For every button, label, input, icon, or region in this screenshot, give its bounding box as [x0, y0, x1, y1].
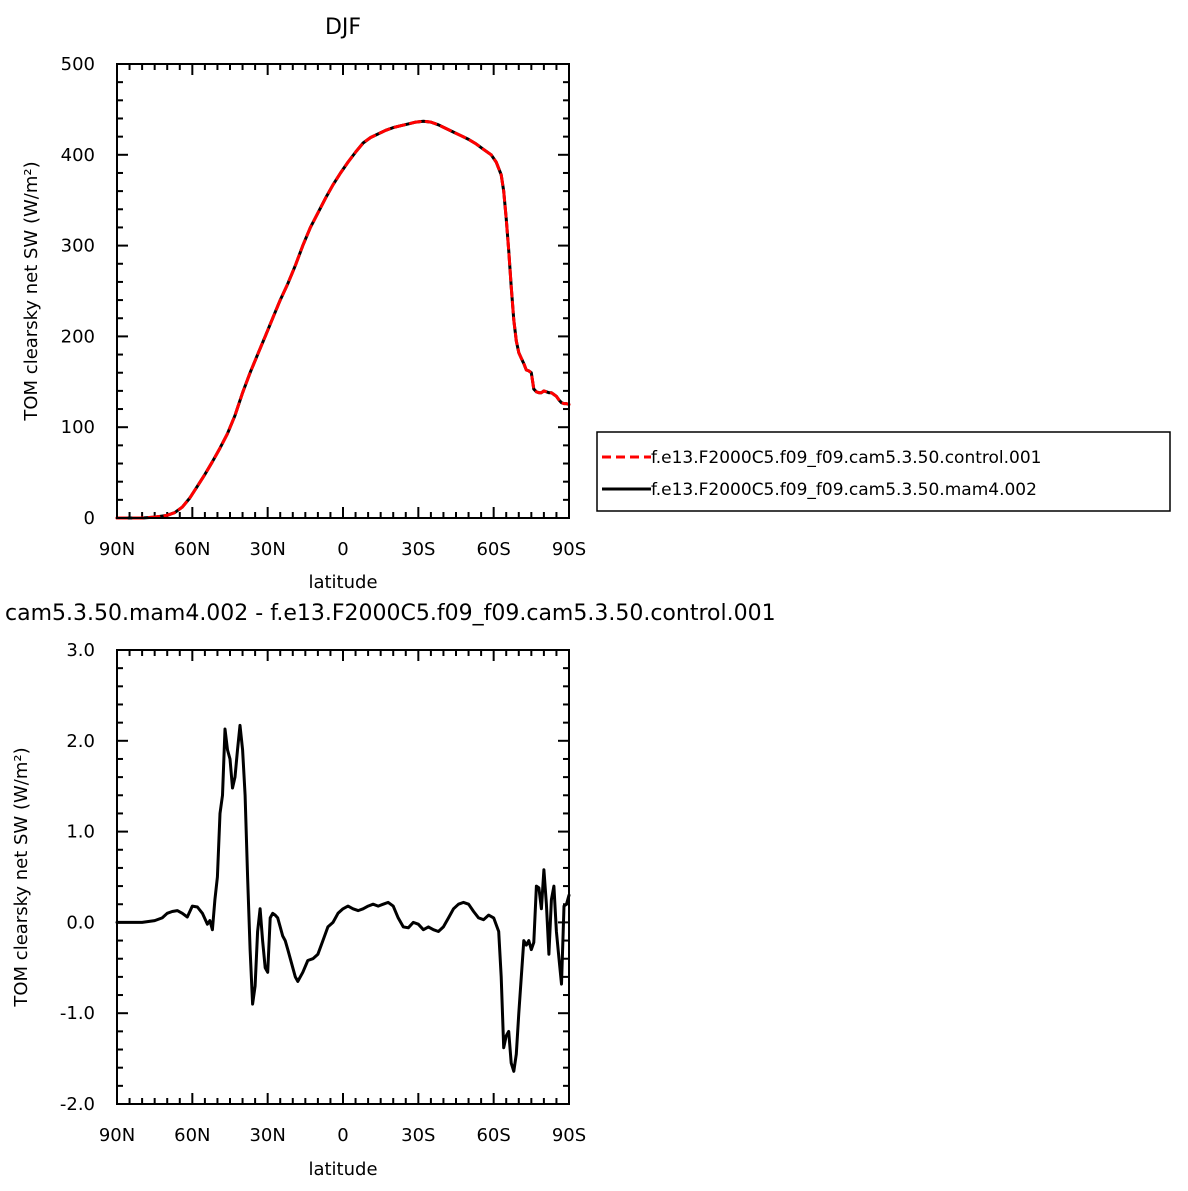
bottom-y-axis-label: TOM clearsky net SW (W/m²)	[11, 747, 32, 1007]
top-x-tick-label: 30S	[401, 539, 435, 560]
top-series	[115, 119, 571, 520]
bottom-x-tick-label: 30N	[249, 1125, 285, 1146]
bottom-series	[115, 723, 571, 1073]
bottom-y-tick-label: -2.0	[60, 1094, 95, 1115]
bottom-chart: cam5.3.50.mam4.002 - f.e13.F2000C5.f09_f…	[5, 601, 776, 1180]
top-y-tick-label: 0	[84, 508, 95, 529]
bottom-x-tick-label: 0	[337, 1125, 348, 1146]
top-y-tick-label: 300	[61, 236, 95, 257]
top-y-tick-label: 200	[61, 326, 95, 347]
bottom-y-tick-label: 1.0	[66, 822, 95, 843]
bottom-x-axis-label: latitude	[308, 1159, 377, 1180]
top-x-tick-label: 0	[337, 539, 348, 560]
bottom-x-tick-label: 60N	[174, 1125, 210, 1146]
top-x-axis-label: latitude	[308, 572, 377, 593]
bottom-x-tick-label: 60S	[476, 1125, 510, 1146]
bottom-y-tick-label: 0.0	[66, 912, 95, 933]
bottom-x-ticks: 90N 60N 30N 0 30S 60S 90S	[99, 650, 586, 1146]
bottom-chart-title: cam5.3.50.mam4.002 - f.e13.F2000C5.f09_f…	[5, 601, 776, 626]
top-y-ticks: 0 100 200 300 400 500	[61, 54, 569, 529]
top-chart-title: DJF	[325, 15, 361, 40]
top-y-tick-label: 500	[61, 54, 95, 75]
bottom-series-line-0	[115, 723, 571, 1073]
bottom-y-ticks: -2.0 -1.0 0.0 1.0 2.0 3.0	[60, 640, 569, 1115]
top-plot-frame	[116, 63, 570, 519]
top-y-tick-label: 400	[61, 145, 95, 166]
top-y-tick-label: 100	[61, 417, 95, 438]
top-x-tick-label: 90S	[552, 539, 586, 560]
top-series-line-0	[115, 119, 571, 520]
bottom-y-tick-label: -1.0	[60, 1003, 95, 1024]
top-y-axis-label: TOM clearsky net SW (W/m²)	[21, 161, 42, 421]
bottom-x-tick-label: 30S	[401, 1125, 435, 1146]
top-x-ticks: 90N 60N 30N 0 30S 60S 90S	[99, 64, 586, 560]
bottom-y-tick-label: 2.0	[66, 731, 95, 752]
top-x-tick-label: 60S	[476, 539, 510, 560]
bottom-x-tick-label: 90N	[99, 1125, 135, 1146]
top-x-tick-label: 30N	[249, 539, 285, 560]
top-chart: DJF 90N 60N 30N 0 30S 60S 90S 0 100 200 300 400 500…	[21, 15, 1171, 593]
top-x-tick-label: 90N	[99, 539, 135, 560]
bottom-x-tick-label: 90S	[552, 1125, 586, 1146]
top-x-tick-label: 60N	[174, 539, 210, 560]
legend-box	[596, 431, 1171, 512]
bottom-plot-frame	[116, 649, 570, 1105]
bottom-y-tick-label: 3.0	[66, 640, 95, 661]
legend-label-control: f.e13.F2000C5.f09_f09.cam5.3.50.control.…	[651, 448, 1042, 468]
legend-label-mam4: f.e13.F2000C5.f09_f09.cam5.3.50.mam4.002	[651, 480, 1037, 500]
legend: f.e13.F2000C5.f09_f09.cam5.3.50.control.…	[596, 431, 1171, 512]
